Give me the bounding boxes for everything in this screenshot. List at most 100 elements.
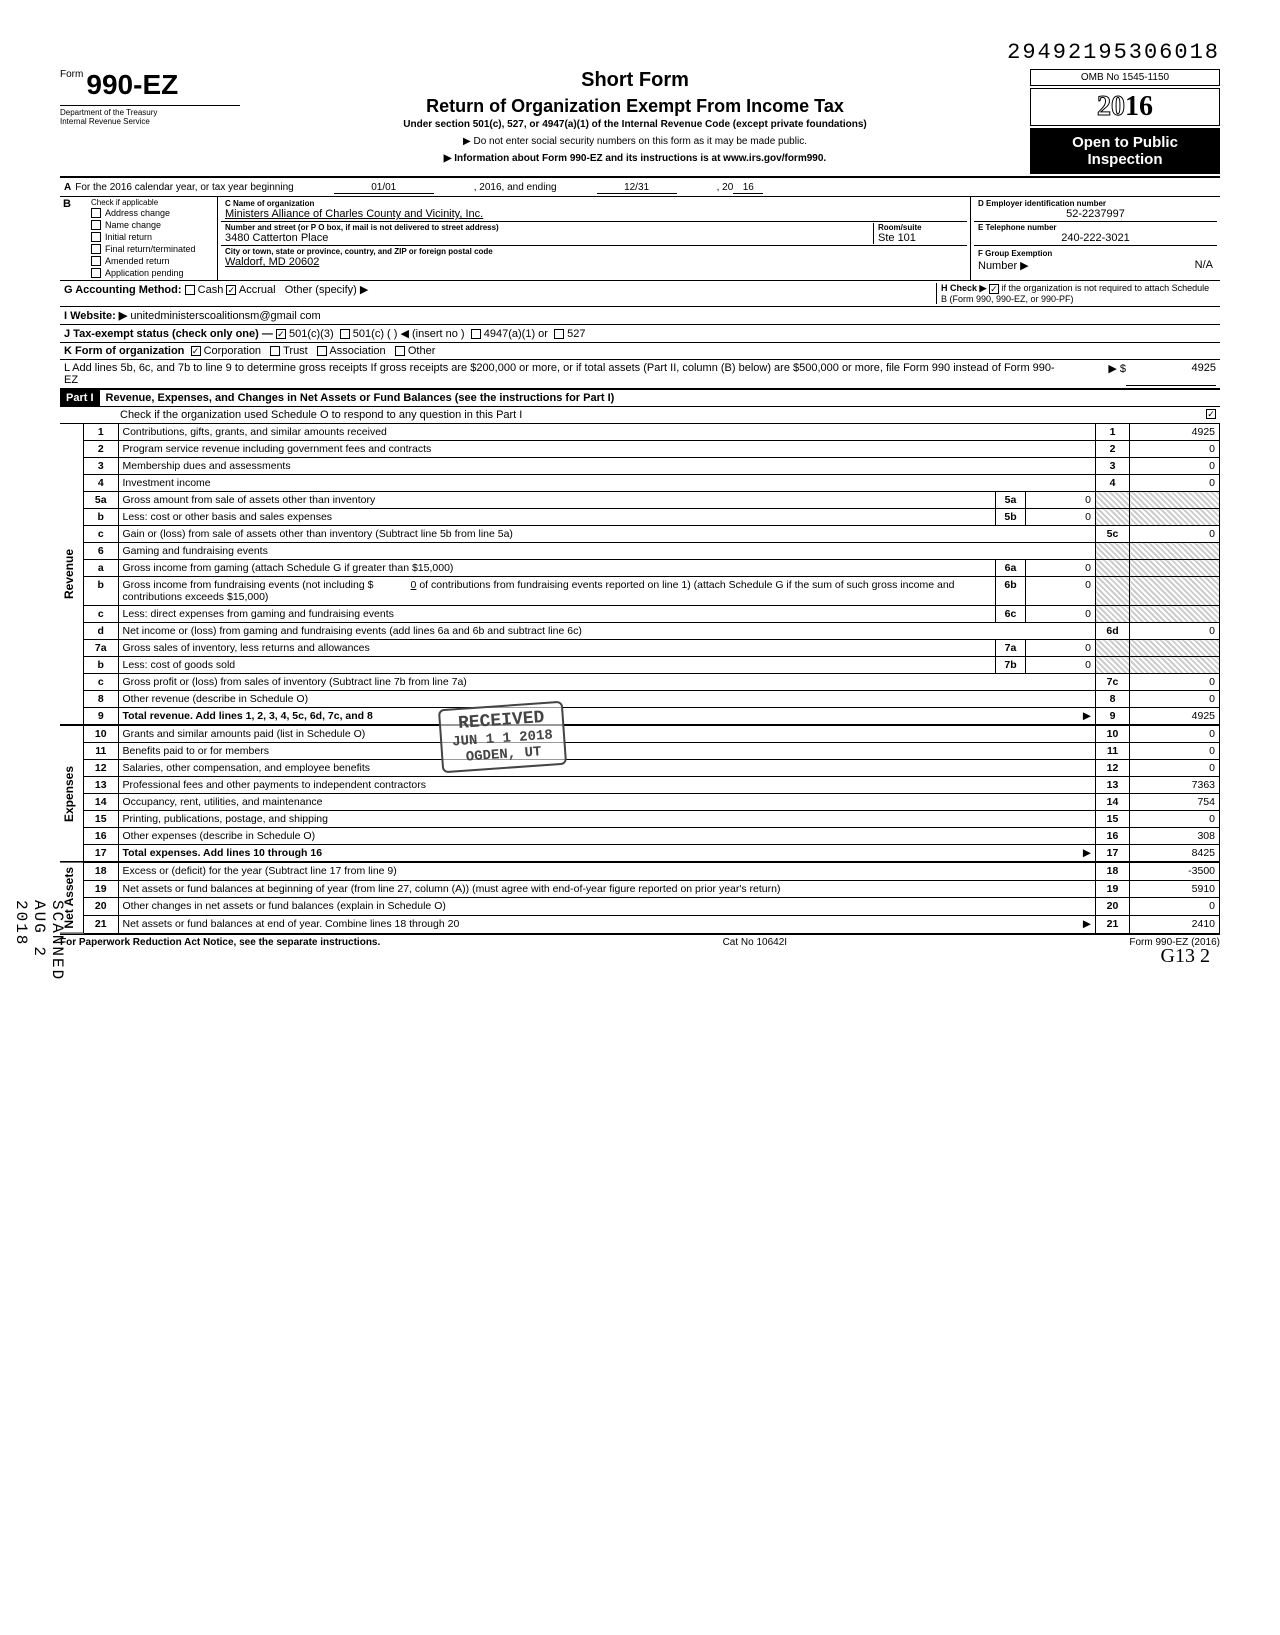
street: 3480 Catterton Place <box>225 232 873 244</box>
check-if-applicable: Check if applicable Address change Name … <box>88 197 218 280</box>
cb-initial[interactable] <box>91 232 101 242</box>
cb-501c3[interactable]: ✓ <box>276 329 286 339</box>
cb-name-change[interactable] <box>91 220 101 230</box>
line-20: 20Other changes in net assets or fund ba… <box>84 898 1220 916</box>
expenses-section: Expenses 10Grants and similar amounts pa… <box>60 725 1220 862</box>
footer-mid: Cat No 10642I <box>723 937 788 948</box>
a-label: 4947(a)(1) or <box>484 328 548 340</box>
line-6c: cLess: direct expenses from gaming and f… <box>84 606 1220 623</box>
line-15: 15Printing, publications, postage, and s… <box>84 811 1220 828</box>
line-6: 6Gaming and fundraising events <box>84 543 1220 560</box>
line-5b: bLess: cost or other basis and sales exp… <box>84 509 1220 526</box>
insert-label: ) ◀ (insert no ) <box>394 328 465 340</box>
trust-label: Trust <box>283 345 308 357</box>
line-6a: aGross income from gaming (attach Schedu… <box>84 560 1220 577</box>
line-8: 8Other revenue (describe in Schedule O)8… <box>84 691 1220 708</box>
line-9: 9Total revenue. Add lines 1, 2, 3, 4, 5c… <box>84 708 1220 725</box>
form-subtitle: Under section 501(c), 527, or 4947(a)(1)… <box>240 119 1030 130</box>
block-b-label: B <box>60 197 88 280</box>
received-stamp: RECEIVED JUN 1 1 2018 OGDEN, UT <box>438 701 567 774</box>
handwritten-note: G13 2 <box>1161 945 1210 968</box>
other-org-label: Other <box>408 345 436 357</box>
period-row: A For the 2016 calendar year, or tax yea… <box>60 180 1220 196</box>
line-l-row: L Add lines 5b, 6c, and 7b to line 9 to … <box>60 359 1220 388</box>
expenses-vlabel: Expenses <box>60 725 84 862</box>
info-block: B Check if applicable Address change Nam… <box>60 196 1220 280</box>
line-2: 2Program service revenue including gover… <box>84 441 1220 458</box>
note-info: ▶ Information about Form 990-EZ and its … <box>240 153 1030 164</box>
line-13: 13Professional fees and other payments t… <box>84 777 1220 794</box>
s527-label: 527 <box>567 328 585 340</box>
line-g-row: G Accounting Method: Cash ✓ Accrual Othe… <box>60 280 1220 306</box>
cb-501c[interactable] <box>340 329 350 339</box>
name-label: C Name of organization <box>225 199 963 208</box>
cb-527[interactable] <box>554 329 564 339</box>
group-num-label: Number ▶ <box>978 260 1029 272</box>
line-j-label: J Tax-exempt status (check only one) — <box>64 328 273 340</box>
line-6b: bGross income from fundraising events (n… <box>84 577 1220 606</box>
form-header: Form 990-EZ Department of the Treasury I… <box>60 69 1220 174</box>
part1-label: Part I <box>60 390 100 406</box>
part1-title: Revenue, Expenses, and Changes in Net As… <box>106 392 615 404</box>
tax-year: 2016 <box>1030 88 1220 126</box>
cb-schedule-o[interactable]: ✓ <box>1206 409 1216 419</box>
line-6d: dNet income or (loss) from gaming and fu… <box>84 623 1220 640</box>
line-4: 4Investment income40 <box>84 475 1220 492</box>
line-21: 21Net assets or fund balances at end of … <box>84 915 1220 933</box>
line-14: 14Occupancy, rent, utilities, and mainte… <box>84 794 1220 811</box>
period-end: 12/31 <box>597 182 677 194</box>
line-i-row: I Website: ▶ unitedministerscoalitionsm@… <box>60 306 1220 324</box>
line-5a: 5aGross amount from sale of assets other… <box>84 492 1220 509</box>
line-h-label: H Check ▶ <box>941 283 986 293</box>
period-end-year: 16 <box>733 182 763 194</box>
footer-left: For Paperwork Reduction Act Notice, see … <box>60 937 380 948</box>
omb-number: OMB No 1545-1150 <box>1030 69 1220 86</box>
org-name: Ministers Alliance of Charles County and… <box>225 208 963 220</box>
cb-assoc[interactable] <box>317 346 327 356</box>
cb-schedule-b[interactable]: ✓ <box>989 284 999 294</box>
group-label: F Group Exemption <box>978 249 1052 258</box>
assoc-label: Association <box>329 345 385 357</box>
part1-header: Part I Revenue, Expenses, and Changes in… <box>60 388 1220 406</box>
group-value: N/A <box>1195 259 1213 271</box>
city: Waldorf, MD 20602 <box>225 256 963 268</box>
ein-label: D Employer identification number <box>978 199 1213 208</box>
line-l-text: L Add lines 5b, 6c, and 7b to line 9 to … <box>64 362 1066 386</box>
cb-cash[interactable] <box>185 285 195 295</box>
line-1: 1Contributions, gifts, grants, and simil… <box>84 424 1220 441</box>
cb-addr-change[interactable] <box>91 208 101 218</box>
short-form-label: Short Form <box>240 69 1030 92</box>
phone-value: 240-222-3021 <box>978 232 1213 244</box>
cb-4947[interactable] <box>471 329 481 339</box>
accrual-label: Accrual <box>239 284 276 296</box>
line-19: 19Net assets or fund balances at beginni… <box>84 880 1220 898</box>
cb-amended[interactable] <box>91 256 101 266</box>
corp-label: Corporation <box>204 345 261 357</box>
cb-final[interactable] <box>91 244 101 254</box>
line-3: 3Membership dues and assessments30 <box>84 458 1220 475</box>
cb-accrual[interactable]: ✓ <box>226 285 236 295</box>
period-yl: , 20 <box>717 182 734 194</box>
cb-pending[interactable] <box>91 268 101 278</box>
period-label: For the 2016 calendar year, or tax year … <box>75 182 293 194</box>
right-info: D Employer identification number 52-2237… <box>970 197 1220 280</box>
cb-corp[interactable]: ✓ <box>191 346 201 356</box>
cb-trust[interactable] <box>270 346 280 356</box>
scanned-stamp: SCANNED AUG 2 2018 <box>12 900 66 988</box>
cb-other-org[interactable] <box>395 346 405 356</box>
part1-check-row: Check if the organization used Schedule … <box>60 406 1220 423</box>
form-number: 990-EZ <box>86 69 178 100</box>
line-i-label: I Website: ▶ <box>64 310 127 322</box>
expenses-table: 10Grants and similar amounts paid (list … <box>84 725 1220 862</box>
cash-label: Cash <box>198 284 224 296</box>
form-title: Return of Organization Exempt From Incom… <box>240 96 1030 117</box>
c3-label: 501(c)(3) <box>289 328 334 340</box>
revenue-table: 1Contributions, gifts, grants, and simil… <box>84 423 1220 725</box>
line-j-row: J Tax-exempt status (check only one) — ✓… <box>60 324 1220 342</box>
note-ssn: ▶ Do not enter social security numbers o… <box>240 136 1030 147</box>
addr-change-label: Address change <box>105 208 170 218</box>
line-5c: cGain or (loss) from sale of assets othe… <box>84 526 1220 543</box>
room-label: Room/suite <box>878 223 963 232</box>
line-16: 16Other expenses (describe in Schedule O… <box>84 828 1220 845</box>
line-11: 11Benefits paid to or for members110 <box>84 743 1220 760</box>
